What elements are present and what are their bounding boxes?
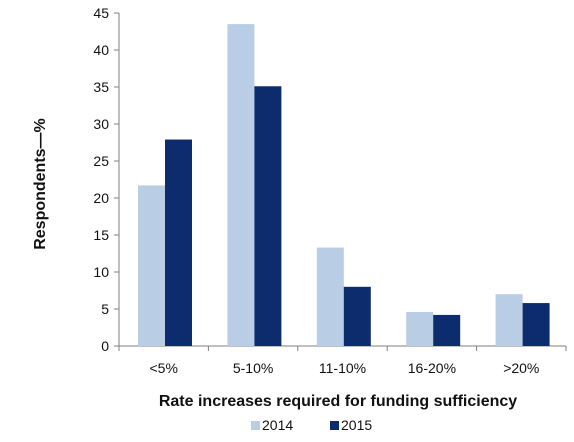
axis-labels: 0 5 10 15 20 25 30 35 40 45 <5% 5-10% 11-10% 16-20% >2… (93, 5, 539, 376)
bar-2014-0 (138, 185, 165, 346)
y-tick-label: 45 (93, 5, 109, 21)
y-tick-label: 0 (101, 338, 109, 354)
legend-swatch-2015 (330, 421, 339, 430)
y-tick-label: 40 (93, 42, 109, 58)
bar-2015-4 (522, 303, 550, 346)
legend: 2014 2015 (251, 417, 372, 433)
legend-label-2014: 2014 (262, 417, 293, 433)
x-tick-label: 5-10% (233, 360, 273, 376)
bars (138, 24, 550, 346)
legend-swatch-2014 (251, 421, 260, 430)
bar-2015-2 (343, 286, 371, 346)
bar-2015-1 (254, 86, 282, 346)
legend-label-2015: 2015 (341, 417, 372, 433)
bar-2014-2 (316, 247, 344, 346)
y-tick-label: 5 (101, 301, 109, 317)
x-tick-label: 16-20% (408, 360, 456, 376)
bar-2015-0 (165, 139, 192, 346)
x-axis-title: Rate increases required for funding suff… (159, 393, 517, 410)
y-tick-label: 25 (93, 153, 109, 169)
bar-2015-3 (433, 314, 461, 346)
y-tick-label: 10 (93, 264, 109, 280)
y-tick-label: 20 (93, 190, 109, 206)
y-tick-label: 30 (93, 116, 109, 132)
y-axis-title: Respondents—% (32, 118, 49, 250)
y-tick-label: 35 (93, 79, 109, 95)
x-tick-label: <5% (149, 360, 177, 376)
x-tick-label: >20% (503, 360, 539, 376)
y-tick-label: 15 (93, 227, 109, 243)
bar-2014-4 (495, 294, 523, 346)
x-tick-label: 11-10% (319, 360, 366, 376)
bar-2014-1 (227, 24, 255, 346)
bar-2014-3 (406, 311, 434, 346)
axes (114, 12, 567, 351)
